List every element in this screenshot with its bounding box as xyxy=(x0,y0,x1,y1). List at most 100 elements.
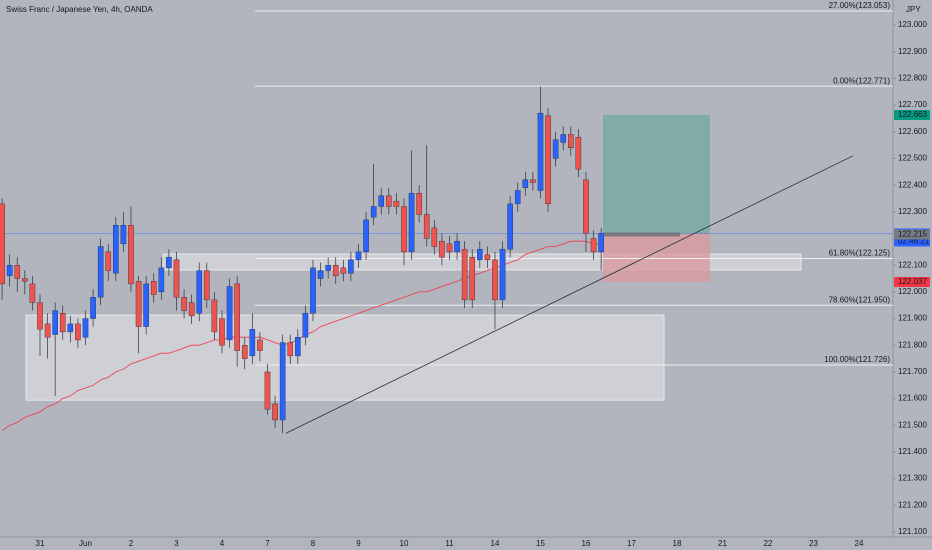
fib-label: 27.00%(123.053) xyxy=(829,1,891,10)
candle-body xyxy=(241,345,248,359)
x-tick-label: 15 xyxy=(536,539,545,548)
candle-body xyxy=(461,248,468,301)
x-tick-label: 2 xyxy=(129,539,134,548)
candle-body xyxy=(401,206,407,253)
zone xyxy=(25,314,665,401)
candle-body xyxy=(408,192,415,253)
candle-body xyxy=(120,224,127,245)
candle-body xyxy=(257,339,263,351)
candle-body xyxy=(446,243,453,253)
candle-body xyxy=(530,179,536,183)
candle-body xyxy=(0,203,5,285)
y-tick-label: 121.600 xyxy=(898,394,927,403)
candle-body xyxy=(310,267,316,314)
fib-label: 78.60%(121.950) xyxy=(829,295,891,304)
candle-body xyxy=(317,270,324,279)
position-target xyxy=(603,114,710,234)
candle-body xyxy=(90,297,96,319)
price-tag-label: 122.037 xyxy=(898,277,927,286)
candle-body xyxy=(568,134,574,149)
x-tick-label: 3 xyxy=(174,539,179,548)
fib-label: 100.00%(121.726) xyxy=(824,355,890,364)
position-stop xyxy=(603,233,710,283)
y-tick-label: 121.800 xyxy=(898,340,927,349)
chart-title: Swiss Franc / Japanese Yen, 4h, OANDA xyxy=(6,5,153,14)
candle-body xyxy=(545,115,551,205)
candle-body xyxy=(67,323,74,333)
candle-body xyxy=(287,342,294,357)
x-tick-label: 22 xyxy=(764,539,773,548)
candle-body xyxy=(522,179,529,189)
candle-body xyxy=(82,318,89,338)
x-tick-label: 14 xyxy=(491,539,500,548)
y-tick-label: 122.400 xyxy=(898,180,927,189)
price-tag-countdown: 02:46:21 xyxy=(898,237,930,246)
candle-body xyxy=(370,206,377,218)
y-tick-label: 122.300 xyxy=(898,207,927,216)
candle-body xyxy=(158,267,165,293)
y-tick-label: 121.300 xyxy=(898,474,927,483)
x-tick-label: 16 xyxy=(582,539,591,548)
y-tick-label: 121.400 xyxy=(898,447,927,456)
x-tick-label: 17 xyxy=(627,539,636,548)
fib-label: 0.00%(122.771) xyxy=(833,76,890,85)
price-tag-label: 122.663 xyxy=(898,110,927,119)
candle-body xyxy=(507,203,513,250)
candle-body xyxy=(135,281,142,327)
price-tag xyxy=(894,229,930,240)
candle-body xyxy=(211,299,218,333)
x-tick-label: Jun xyxy=(79,539,92,548)
candle-body xyxy=(295,337,301,357)
candle-body xyxy=(196,270,203,314)
candle-body xyxy=(219,318,225,346)
y-tick-label: 122.700 xyxy=(898,100,927,109)
candle-body xyxy=(454,240,460,253)
candle-body xyxy=(583,179,589,234)
x-tick-label: 21 xyxy=(718,539,727,548)
y-tick-label: 122.500 xyxy=(898,154,927,163)
candle-body xyxy=(499,248,506,301)
currency: JPY xyxy=(906,5,921,14)
y-tick-label: 121.500 xyxy=(898,420,927,429)
x-tick-label: 31 xyxy=(36,539,45,548)
x-tick-label: 24 xyxy=(855,539,864,548)
candle-body xyxy=(105,251,112,271)
candle-body xyxy=(325,264,331,271)
y-tick-label: 122.600 xyxy=(898,127,927,136)
candle-body xyxy=(150,281,157,295)
candle-body xyxy=(477,248,483,261)
price-tag xyxy=(894,109,930,120)
candle-body xyxy=(423,214,430,239)
candle-body xyxy=(514,190,521,205)
candle-body xyxy=(143,283,149,327)
candle-body xyxy=(204,270,210,301)
candle-body xyxy=(52,310,58,335)
entry-bar xyxy=(603,232,680,237)
candle-body xyxy=(348,259,354,274)
candle-body xyxy=(181,297,187,311)
trendline xyxy=(285,155,854,434)
y-tick-label: 121.200 xyxy=(898,500,927,509)
candle-body xyxy=(590,238,597,253)
candle-body xyxy=(75,323,81,341)
x-tick-label: 9 xyxy=(356,539,361,548)
candle-body xyxy=(492,259,498,301)
candle-body xyxy=(431,227,438,247)
price-tag-label: 122.215 xyxy=(898,230,927,239)
price-tag xyxy=(894,277,930,288)
y-tick-label: 121.900 xyxy=(898,314,927,323)
candle-body xyxy=(393,200,400,207)
x-tick-label: 18 xyxy=(673,539,682,548)
candle-body xyxy=(249,329,256,357)
y-tick-label: 121.700 xyxy=(898,367,927,376)
candle-body xyxy=(378,195,385,207)
candle-body xyxy=(22,278,28,282)
candle-body xyxy=(226,286,233,341)
fib-label: 61.80%(122.125) xyxy=(829,249,891,258)
y-tick-label: 122.100 xyxy=(898,260,927,269)
candle-body xyxy=(6,264,13,277)
candle-body xyxy=(272,403,278,421)
x-tick-label: 7 xyxy=(265,539,270,548)
candle-body xyxy=(264,371,271,410)
